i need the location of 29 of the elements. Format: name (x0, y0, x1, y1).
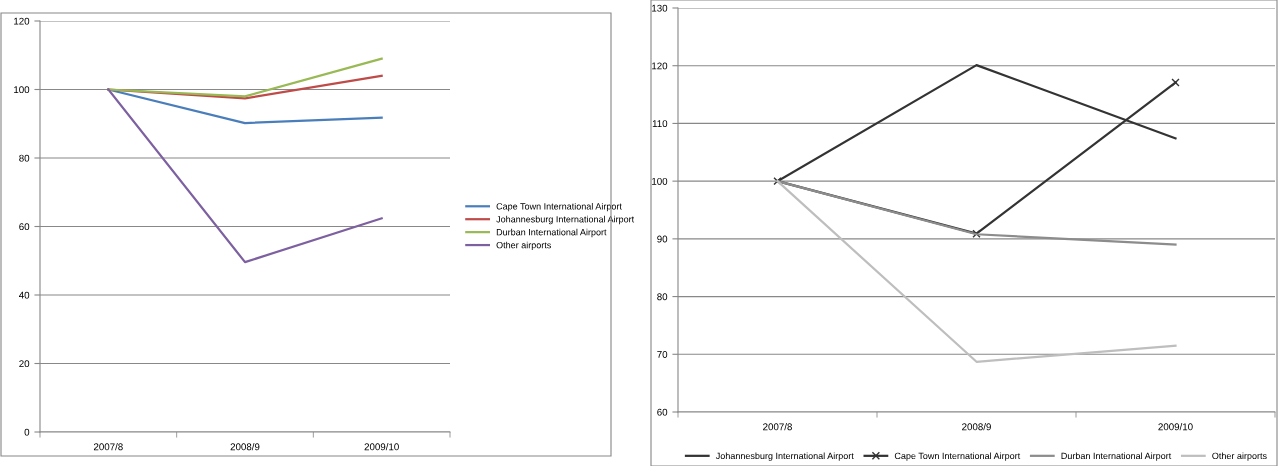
x-tick-label: 2007/8 (763, 423, 792, 431)
y-tick-label: 40 (18, 291, 30, 299)
y-tick-label: 80 (657, 293, 668, 301)
legend-label: Johannesburg International Airport (496, 215, 635, 225)
y-tick-label: 130 (652, 4, 668, 12)
y-tick-label: 0 (24, 428, 30, 436)
y-tick-label: 60 (19, 223, 30, 231)
y-tick-label: 100 (14, 86, 30, 94)
y-tick-label: 90 (657, 235, 668, 243)
y-tick-label: 80 (19, 154, 30, 162)
legend-label: Cape Town International Airport (894, 452, 1021, 461)
y-tick-label: 60 (657, 408, 668, 416)
x-tick-label: 2009/10 (1158, 423, 1193, 431)
legend-label: Other airports (496, 241, 551, 251)
x-tick-label: 2009/10 (364, 443, 399, 451)
y-tick-label: 120 (652, 62, 668, 70)
legend-label: Durban International Airport (496, 228, 607, 238)
legend-label: Johannesburg International Airport (715, 452, 854, 461)
y-tick-label: 110 (652, 120, 668, 128)
y-tick-label: 120 (14, 17, 30, 25)
y-tick-label: 20 (19, 360, 30, 368)
legend-label: Other airports (1212, 452, 1267, 461)
x-tick-label: 2008/9 (230, 443, 260, 451)
legend-label: Cape Town International Airport (496, 202, 622, 212)
x-tick-label: 2008/9 (962, 423, 991, 431)
y-tick-label: 100 (652, 177, 668, 185)
legend-label: Durban International Airport (1061, 452, 1172, 461)
x-tick-label: 2007/8 (93, 443, 123, 451)
y-tick-label: 70 (657, 351, 668, 358)
